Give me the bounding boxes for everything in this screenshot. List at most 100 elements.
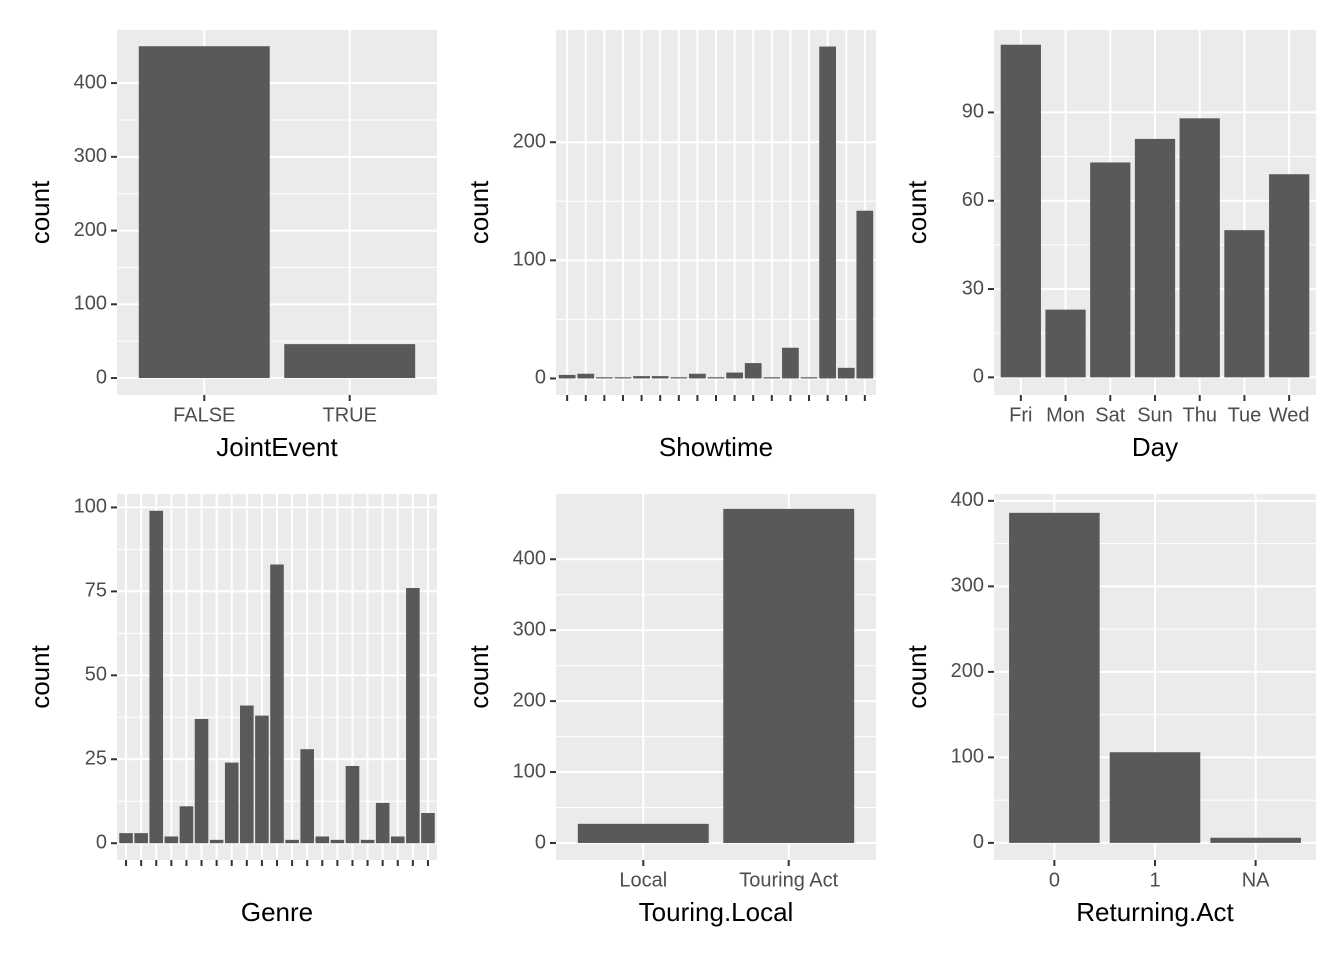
x-tick-label: 1	[1149, 869, 1160, 891]
bar	[138, 46, 270, 379]
bar	[1134, 138, 1176, 378]
bar	[406, 588, 420, 844]
y-axis-title: count	[25, 180, 55, 244]
bar	[596, 377, 613, 379]
x-axis-title: Genre	[241, 897, 313, 927]
x-tick-label: Touring Act	[739, 869, 838, 891]
bar	[800, 377, 818, 379]
bar	[284, 344, 416, 379]
y-tick-label: 0	[535, 367, 546, 389]
bar	[1090, 162, 1131, 378]
bar	[224, 762, 239, 844]
y-tick-label: 0	[535, 831, 546, 853]
bar	[651, 376, 669, 379]
bar	[209, 839, 224, 844]
x-tick-label: Sat	[1095, 404, 1125, 426]
bar	[194, 718, 209, 844]
bar	[558, 374, 576, 379]
y-tick-label: 100	[74, 496, 107, 518]
bar	[1045, 309, 1086, 378]
bar	[707, 377, 725, 379]
y-tick-label: 200	[74, 219, 107, 241]
bar	[577, 823, 709, 843]
y-tick-label: 200	[513, 689, 546, 711]
y-axis-title: count	[25, 644, 55, 708]
x-tick-label: FALSE	[173, 404, 235, 426]
x-tick-label: 0	[1049, 869, 1060, 891]
y-axis-title: count	[464, 644, 494, 708]
bar	[782, 347, 799, 379]
y-tick-label: 0	[96, 366, 107, 388]
y-tick-label: 300	[951, 575, 984, 597]
y-tick-label: 400	[951, 489, 984, 511]
x-tick-label: Wed	[1269, 404, 1310, 426]
bar	[375, 802, 390, 844]
y-tick-label: 100	[513, 249, 546, 271]
bar	[1009, 512, 1100, 843]
y-tick-label: 0	[96, 831, 107, 853]
bar	[744, 363, 762, 379]
bar	[1269, 174, 1310, 378]
bar	[421, 812, 435, 844]
bar	[763, 377, 781, 379]
bar	[723, 508, 855, 843]
x-tick-label: Tue	[1228, 404, 1262, 426]
y-axis-title: count	[902, 644, 932, 708]
bar	[819, 46, 836, 379]
y-tick-label: 200	[513, 130, 546, 152]
bar	[255, 715, 269, 844]
bar	[1000, 44, 1041, 378]
y-tick-label: 25	[85, 748, 107, 770]
y-tick-label: 100	[74, 293, 107, 315]
y-tick-label: 300	[74, 145, 107, 167]
y-tick-label: 400	[513, 548, 546, 570]
y-axis-title: count	[464, 180, 494, 244]
y-tick-label: 50	[85, 664, 107, 686]
y-tick-label: 60	[962, 189, 984, 211]
bar	[149, 510, 164, 844]
y-tick-label: 90	[962, 101, 984, 123]
bar	[856, 210, 874, 379]
bar	[345, 765, 360, 844]
bar	[1179, 118, 1220, 378]
bar	[1210, 837, 1301, 843]
y-tick-label: 300	[513, 618, 546, 640]
x-tick-label: Sun	[1137, 404, 1173, 426]
y-tick-label: 75	[85, 580, 107, 602]
bar	[179, 806, 194, 844]
bar	[670, 377, 688, 379]
x-axis-title: JointEvent	[216, 432, 338, 462]
x-axis-title: Showtime	[659, 432, 773, 462]
y-tick-label: 200	[951, 660, 984, 682]
y-tick-label: 100	[513, 760, 546, 782]
bar	[330, 839, 345, 844]
bar	[315, 836, 330, 844]
x-tick-label: Local	[619, 869, 667, 891]
x-axis-title: Day	[1132, 432, 1178, 462]
x-tick-label: TRUE	[323, 404, 377, 426]
bar	[577, 373, 595, 379]
bar	[240, 705, 254, 844]
bar	[614, 377, 632, 379]
bar	[633, 376, 650, 379]
x-axis-title: Touring.Local	[639, 897, 794, 927]
y-tick-label: 30	[962, 277, 984, 299]
y-tick-label: 0	[973, 831, 984, 853]
x-axis-title: Returning.Act	[1076, 897, 1234, 927]
x-tick-label: Mon	[1046, 404, 1085, 426]
x-tick-label: NA	[1242, 869, 1270, 891]
y-tick-label: 400	[74, 71, 107, 93]
y-tick-label: 0	[973, 366, 984, 388]
bar	[726, 372, 743, 379]
bar	[164, 836, 179, 844]
y-tick-label: 100	[951, 746, 984, 768]
bar	[837, 367, 855, 379]
bar	[689, 373, 706, 379]
y-axis-title: count	[902, 180, 932, 244]
x-tick-label: Thu	[1182, 404, 1216, 426]
bar	[1224, 230, 1265, 378]
bar	[390, 836, 405, 844]
bar	[270, 564, 284, 844]
bar	[119, 833, 133, 844]
